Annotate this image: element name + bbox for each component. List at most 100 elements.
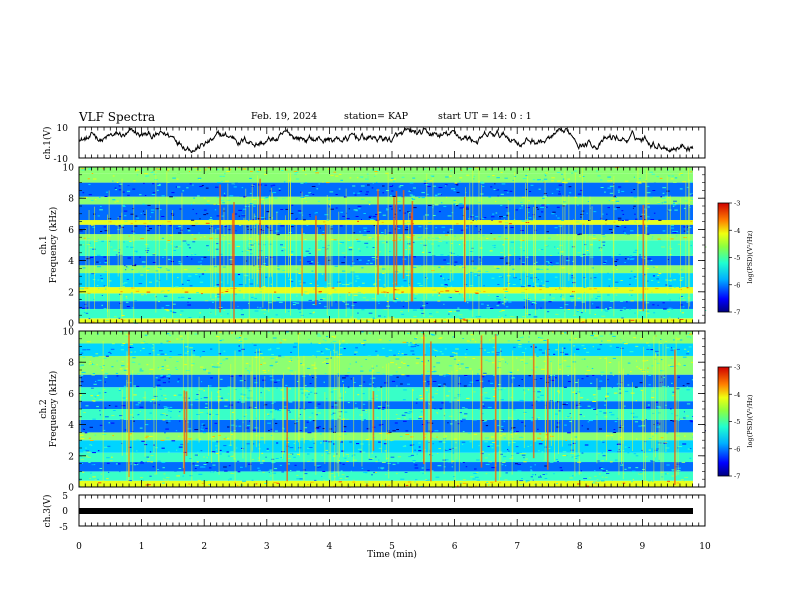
spectrogram-band-11 <box>79 355 705 375</box>
ch1-spectrogram-heatmap <box>79 167 707 324</box>
spectrogram-streak <box>145 209 147 295</box>
spectrogram-band-1 <box>79 471 705 481</box>
spectrogram-band-5 <box>79 273 705 288</box>
spectrogram-streak <box>534 200 536 300</box>
spectrogram-streak <box>520 220 522 285</box>
time-tick-label: 0 <box>76 542 82 552</box>
spectrogram-streak <box>79 368 81 442</box>
spectrogram-streak <box>285 215 286 313</box>
spectrogram-streak <box>613 176 615 317</box>
y-tick-label: 8 <box>68 359 74 369</box>
spectrogram-streak <box>340 392 342 443</box>
spectrogram-streak <box>544 181 546 321</box>
spectrogram-streak <box>172 210 173 318</box>
y-tick-label: 6 <box>68 390 74 400</box>
spectrogram-streak <box>452 203 454 281</box>
spectrogram-streak <box>596 378 598 464</box>
spectrogram-streak <box>198 376 200 443</box>
time-tick-label: 4 <box>327 542 333 552</box>
spectrogram-streak <box>107 223 109 318</box>
date-label: Feb. 19, 2024 <box>251 111 318 122</box>
time-axis-ticklabels: 0 1 2 3 4 5 6 7 8 9 10 <box>76 542 711 552</box>
ch1-ytick-top: 10 <box>57 124 69 134</box>
ch3-waveform-ylabel: ch.3(V) <box>42 495 53 528</box>
time-tick-label: 6 <box>452 542 458 552</box>
spectrogram-streak <box>573 219 574 295</box>
spectrogram-streak <box>288 172 289 278</box>
spectrogram-streak <box>153 344 155 453</box>
spectrogram-streak <box>646 169 648 317</box>
spectrogram-streak <box>669 195 671 278</box>
spectrogram-streak <box>185 391 188 456</box>
spectrogram-streak <box>533 207 534 283</box>
y-tick-label: 2 <box>68 452 74 462</box>
spectrogram-streak <box>410 212 413 302</box>
spectrogram-band-13 <box>79 196 705 205</box>
ch2-spectrogram-axis <box>78 331 706 487</box>
spectrogram-band-11 <box>79 220 705 225</box>
y-tick-label: 6 <box>68 226 74 236</box>
spectrogram-streak <box>381 387 383 453</box>
spectrogram-streak <box>645 179 647 287</box>
spectrogram-band-1 <box>79 308 705 319</box>
spectrogram-streak <box>547 339 549 470</box>
spectrogram-streak <box>606 357 607 461</box>
spectrogram-streak <box>523 353 525 449</box>
ch1-colorbar: -3 -4 -5 -6 -7 log(PSD)(V²/Hz) <box>717 200 754 317</box>
spectrogram-streak <box>643 346 645 486</box>
spectrogram-streak <box>666 175 668 295</box>
spectrogram-streak <box>660 374 662 483</box>
time-tick-label: 5 <box>389 542 395 552</box>
spectrogram-streak <box>511 383 513 475</box>
spectrogram-streak <box>301 191 303 320</box>
spectrogram-streak <box>303 371 305 444</box>
spectrogram-streak <box>384 229 386 297</box>
y-tick-label: 0 <box>68 320 74 330</box>
spectrogram-streak <box>314 361 316 466</box>
ch1-spectrogram-yticks: 0 2 4 6 8 10 <box>63 164 705 330</box>
spectrogram-streak <box>338 211 340 319</box>
spectrogram-band-3 <box>79 293 705 302</box>
spectrogram-streak <box>387 172 389 321</box>
spectrogram-streak <box>230 363 232 446</box>
spectrogram-streak <box>230 221 232 318</box>
spectrogram-streak <box>243 217 245 299</box>
spectrogram-streak <box>251 356 253 451</box>
spectrogram-streak <box>233 373 235 460</box>
spectrogram-streak <box>324 392 326 464</box>
colorbar-tick-label: -5 <box>734 254 740 262</box>
spectrogram-streak <box>208 385 209 456</box>
spectrogram-streak <box>343 383 344 457</box>
spectrogram-streak <box>651 388 653 449</box>
spectrogram-streak <box>264 201 265 301</box>
spectrogram-streak <box>508 212 510 288</box>
spectrogram-streak <box>637 167 639 315</box>
spectrogram-band-9 <box>79 387 705 402</box>
spectrogram-streak <box>108 190 110 321</box>
colorbar-tick-label: -7 <box>734 473 740 481</box>
ch2-spectrogram-yticks: 0 2 4 6 8 10 <box>63 328 705 494</box>
spectrogram-streak <box>223 207 225 296</box>
spectrogram-streak <box>375 222 376 302</box>
spectrogram-streak <box>219 184 221 313</box>
spectrogram-streak <box>126 379 128 455</box>
spectrogram-streak <box>577 379 579 453</box>
spectrogram-streak <box>558 341 559 455</box>
spectrogram-streak <box>564 170 566 319</box>
spectrogram-streak <box>574 353 576 459</box>
ch3-waveform-trace <box>79 508 693 514</box>
spectrogram-streak <box>568 195 570 281</box>
time-tick-label: 9 <box>640 542 646 552</box>
spectrogram-streak <box>665 344 667 452</box>
spectrogram-streak <box>253 213 255 297</box>
spectrogram-streak <box>272 369 274 487</box>
ch1-colorbar-label: log(PSD)(V²/Hz) <box>746 230 754 283</box>
spectrogram-streak <box>685 180 687 287</box>
spectrogram-streak <box>527 174 528 316</box>
spectrogram-streak <box>338 376 340 477</box>
spectrogram-streak <box>166 171 168 281</box>
spectrogram-streak <box>211 391 213 463</box>
spectrogram-streak <box>128 355 130 484</box>
spectrogram-streak <box>218 368 219 462</box>
